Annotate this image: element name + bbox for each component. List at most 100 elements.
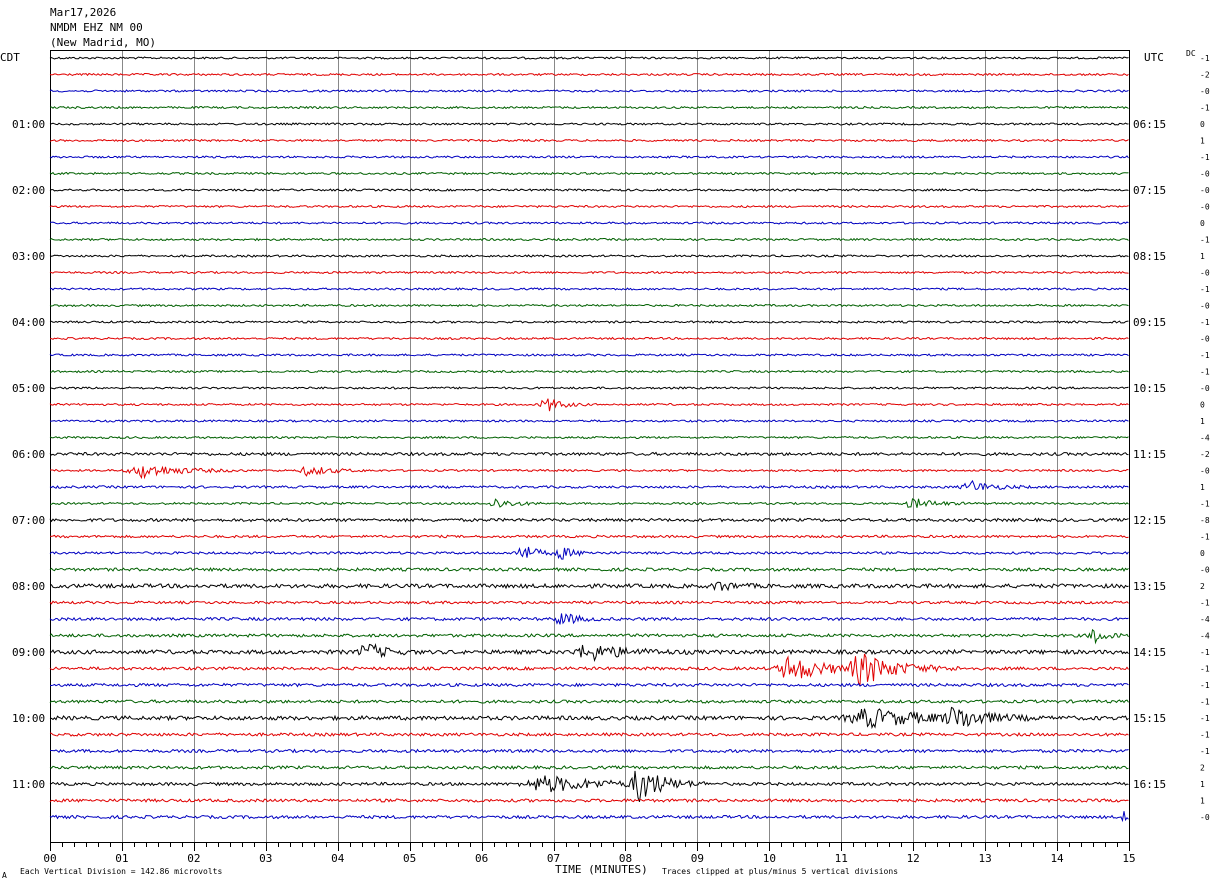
dc-offset-label: -1	[1200, 533, 1210, 542]
trace-line	[49, 581, 1129, 592]
dc-offset-label: -1	[1200, 665, 1210, 674]
dc-offset-label: 1	[1200, 483, 1205, 492]
trace-line	[49, 811, 1129, 823]
trace-group	[49, 56, 1129, 823]
trace-line	[49, 188, 1129, 192]
dc-offset-label: 1	[1200, 797, 1205, 806]
trace-line	[49, 534, 1129, 539]
left-timezone-label: CDT	[0, 51, 20, 64]
dc-offset-label: 1	[1200, 417, 1205, 426]
dc-offset-label: -4	[1200, 615, 1210, 624]
x-tick-label: 06	[475, 852, 488, 865]
dc-column-label: DC	[1186, 49, 1196, 58]
x-tick-label: 12	[907, 852, 920, 865]
dc-offset-label: 2	[1200, 764, 1205, 773]
dc-offset-label: -1	[1200, 681, 1210, 690]
dc-offset-label: 1	[1200, 137, 1205, 146]
trace-line	[49, 353, 1129, 357]
x-tick-label: 08	[619, 852, 632, 865]
trace-line	[49, 770, 1129, 802]
trace-line	[49, 731, 1129, 737]
trace-line	[49, 567, 1129, 573]
x-tick-label: 11	[835, 852, 848, 865]
dc-offset-label: -1	[1200, 236, 1210, 245]
location-label: (New Madrid, MO)	[50, 36, 156, 49]
left-hour-label: 03:00	[12, 250, 45, 263]
right-hour-label: 08:15	[1133, 250, 1166, 263]
trace-line	[49, 479, 1129, 490]
trace-line	[49, 386, 1129, 390]
trace-line	[49, 171, 1129, 176]
trace-line	[49, 105, 1129, 110]
trace-line	[50, 336, 1129, 341]
right-hour-label: 07:15	[1133, 184, 1166, 197]
trace-line	[49, 138, 1129, 143]
dc-offset-label: -1	[1200, 351, 1210, 360]
dc-offset-label: -1	[1200, 368, 1210, 377]
right-hour-label: 11:15	[1133, 448, 1166, 461]
x-tick-label: 07	[547, 852, 560, 865]
dc-offset-label: 0	[1200, 549, 1205, 558]
right-hour-label: 10:15	[1133, 382, 1166, 395]
trace-line	[49, 706, 1129, 730]
trace-line	[49, 72, 1129, 77]
dc-offset-label: -0	[1200, 467, 1210, 476]
trace-line	[49, 303, 1129, 308]
date-label: Mar17,2026	[50, 6, 116, 19]
trace-line	[49, 221, 1129, 225]
right-hour-label: 09:15	[1133, 316, 1166, 329]
trace-line	[50, 465, 1129, 480]
trace-line	[49, 628, 1129, 645]
left-hour-labels: 01:00 02:00 03:00 04:00 05:00 06:00 07:00 08:00…	[12, 118, 45, 791]
trace-line	[49, 653, 1129, 687]
trace-line	[49, 798, 1129, 804]
trace-line	[49, 698, 1129, 704]
trace-line	[49, 498, 1129, 508]
left-hour-label: 02:00	[12, 184, 45, 197]
dc-offset-label: 0	[1200, 401, 1205, 410]
scale-note: Each Vertical Division = 142.86 microvol…	[20, 867, 222, 876]
trace-line	[49, 613, 1129, 625]
dc-offset-label: -0	[1200, 203, 1210, 212]
x-tick-label: 05	[403, 852, 416, 865]
trace-line	[50, 748, 1129, 754]
dc-offset-label: -2	[1200, 71, 1210, 80]
right-hour-label: 12:15	[1133, 514, 1166, 527]
dc-offset-label: -0	[1200, 335, 1210, 344]
trace-line	[49, 254, 1129, 258]
right-hour-label: 16:15	[1133, 778, 1166, 791]
trace-line	[49, 517, 1129, 523]
dc-offset-label: -1	[1200, 599, 1210, 608]
trace-line	[49, 546, 1129, 560]
dc-offset-label: 1	[1200, 252, 1205, 261]
trace-line	[49, 155, 1129, 159]
station-label: NMDM EHZ NM 00	[50, 21, 143, 34]
trace-line	[49, 204, 1129, 209]
trace-line	[49, 642, 1129, 662]
x-tick-label: 03	[259, 852, 272, 865]
right-timezone-label: UTC	[1144, 51, 1164, 64]
left-hour-label: 09:00	[12, 646, 45, 659]
trace-line	[49, 398, 1129, 412]
dc-offset-label: -1	[1200, 54, 1210, 63]
x-tick-label: 01	[115, 852, 128, 865]
right-hour-label: 15:15	[1133, 712, 1166, 725]
dc-offset-label: -1	[1200, 648, 1210, 657]
dc-offset-labels: -1 -2 -0 -1 0 1 -1 -0 -0 -0 0 -1 1 -0 -1 -0 -1 -0 -1 -1 -0 0 1…	[1200, 54, 1210, 822]
dc-offset-label: -0	[1200, 269, 1210, 278]
right-hour-label: 14:15	[1133, 646, 1166, 659]
trace-line	[49, 369, 1129, 374]
x-tick-label: 02	[187, 852, 200, 865]
dc-offset-label: 0	[1200, 120, 1205, 129]
dc-offset-label: -0	[1200, 170, 1210, 179]
trace-line	[49, 89, 1129, 93]
dc-offset-label: -1	[1200, 747, 1210, 756]
trace-line	[49, 419, 1129, 423]
trace-line	[49, 287, 1129, 291]
trace-line	[49, 270, 1129, 275]
left-hour-label: 01:00	[12, 118, 45, 131]
minute-gridlines	[122, 51, 1058, 842]
x-axis-title: TIME (MINUTES)	[555, 863, 648, 876]
clip-note: Traces clipped at plus/minus 5 vertical …	[662, 867, 898, 876]
